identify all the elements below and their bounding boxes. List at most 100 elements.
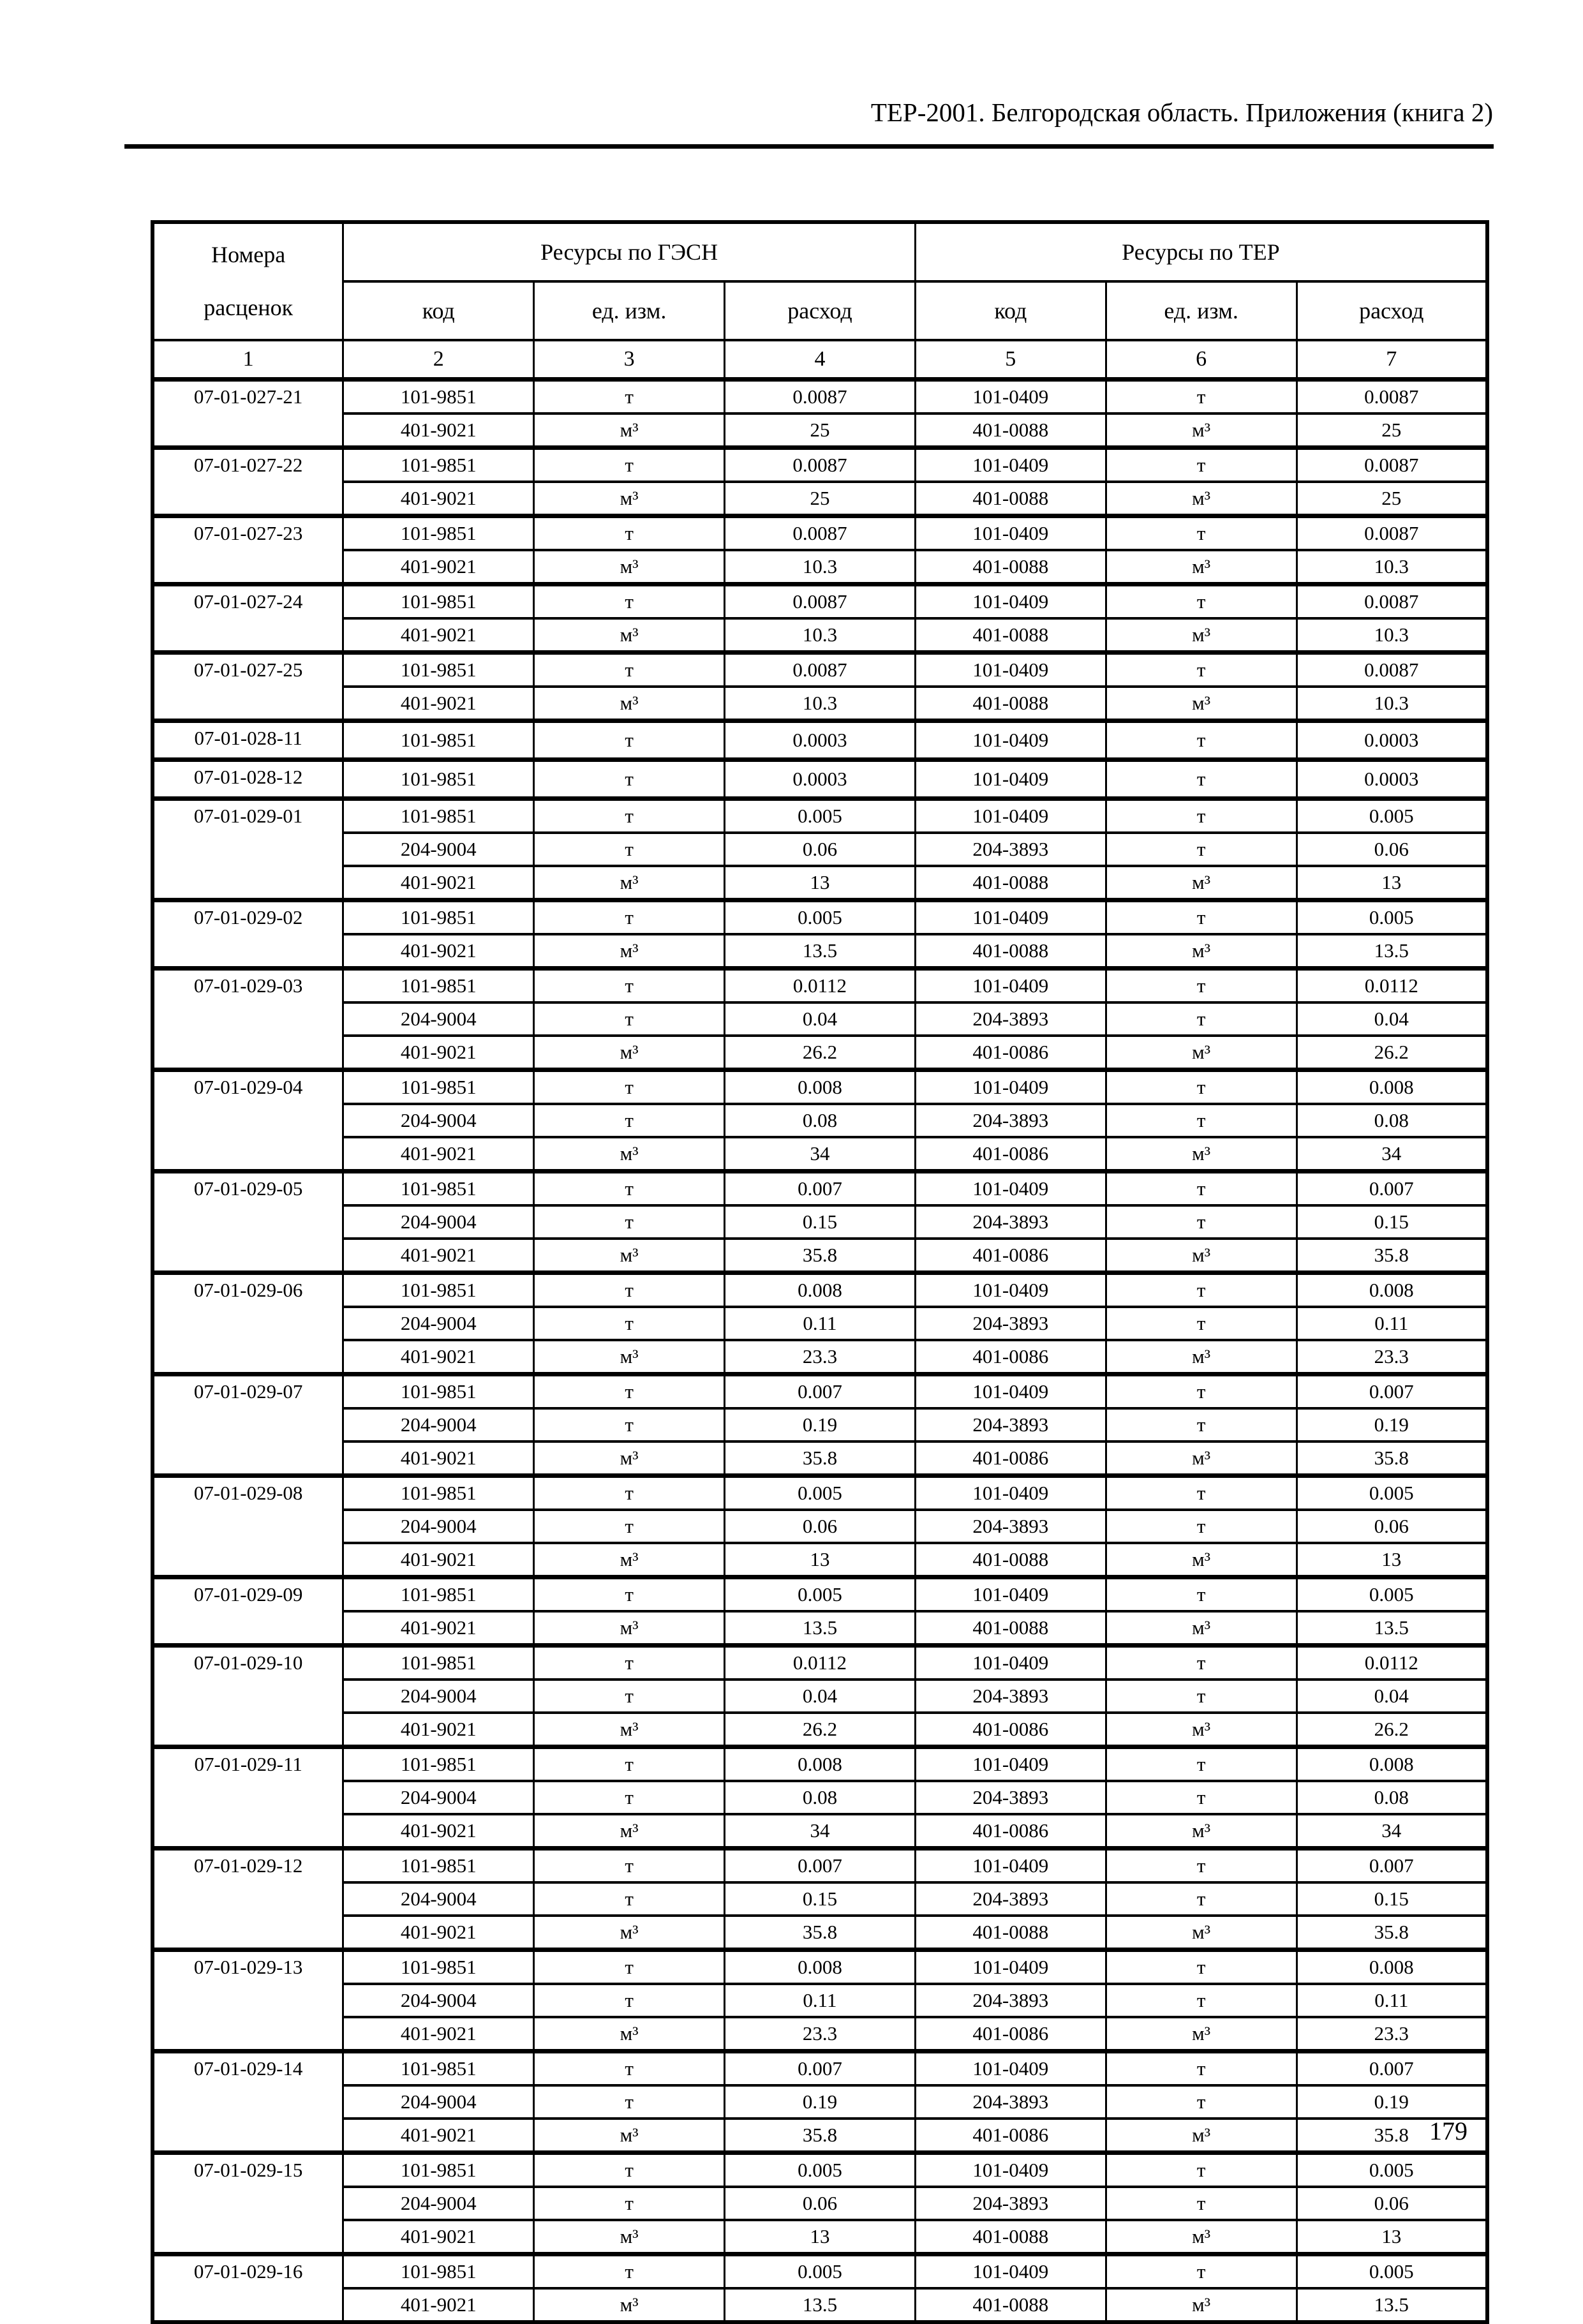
gesn-qty-cell: 35.8 bbox=[724, 1914, 916, 1950]
gesn-qty-cell: 0.005 bbox=[724, 798, 916, 833]
ter-code-cell: 401-0086 bbox=[914, 2016, 1107, 2052]
ter-code-cell: 101-0409 bbox=[914, 516, 1107, 550]
ter-qty-cell: 0.19 bbox=[1295, 1407, 1489, 1441]
resource-row: 07-01-027-22 101-9851 т 0.0087 101-0409 т 0.00… bbox=[151, 447, 1489, 516]
rate-number: 07-01-027-21 bbox=[151, 379, 345, 448]
header-ter-qty: расход bbox=[1295, 280, 1489, 340]
rate-number: 07-01-027-25 bbox=[151, 652, 345, 721]
ter-unit-cell: м³ bbox=[1104, 1813, 1298, 1849]
ter-unit-cell: т bbox=[1104, 968, 1298, 1002]
rate-number: 07-01-029-10 bbox=[151, 1645, 345, 1747]
ter-code-cell: 401-0086 bbox=[914, 1136, 1107, 1172]
rate-group: 07-01-027-23 101-9851 т 0.0087 101-0409 т 0.00… bbox=[151, 516, 1489, 585]
ter-code-cell: 101-0409 bbox=[914, 1848, 1107, 1882]
gesn-unit-cell: т bbox=[533, 1171, 726, 1205]
ter-qty-cell: 13 bbox=[1295, 2219, 1489, 2254]
ter-qty-cell: 0.005 bbox=[1295, 2254, 1489, 2288]
ter-code-cell: 204-3893 bbox=[914, 1407, 1107, 1441]
ter-qty-cell: 0.04 bbox=[1295, 1678, 1489, 1713]
col-number-4: 4 bbox=[724, 339, 916, 382]
ter-unit-cell: м³ bbox=[1104, 1440, 1298, 1476]
ter-unit-cell: м³ bbox=[1104, 1034, 1298, 1070]
table-header-col-row: код ед. изм. расход код ед. изм. расход bbox=[152, 280, 1489, 340]
ter-qty-cell: 0.005 bbox=[1295, 1577, 1489, 1611]
gesn-qty-cell: 0.0003 bbox=[724, 759, 916, 799]
ter-unit-cell: т bbox=[1104, 1645, 1298, 1680]
ter-unit-cell: т bbox=[1104, 1848, 1298, 1882]
gesn-unit-cell: т bbox=[533, 1508, 726, 1543]
resource-row: 07-01-029-04 101-9851 т 0.008 101-0409 т 0.008 bbox=[151, 1069, 1489, 1172]
ter-code-cell: 401-0088 bbox=[914, 1914, 1107, 1950]
ter-qty-cell: 26.2 bbox=[1295, 1711, 1489, 1747]
ter-code-cell: 101-0409 bbox=[914, 2254, 1107, 2288]
ter-qty-cell: 0.0087 bbox=[1295, 652, 1489, 687]
gesn-code-cell: 204-9004 bbox=[342, 831, 535, 866]
gesn-unit-cell: т bbox=[533, 447, 726, 482]
ter-unit-cell: т bbox=[1104, 1069, 1298, 1104]
gesn-unit-cell: м³ bbox=[533, 1914, 726, 1950]
rate-group: 07-01-029-02 101-9851 т 0.005 101-0409 т 0.005… bbox=[151, 900, 1489, 969]
gesn-qty-cell: 10.3 bbox=[724, 549, 916, 585]
ter-unit-cell: т bbox=[1104, 1475, 1298, 1510]
ter-unit-cell: т bbox=[1104, 2051, 1298, 2085]
gesn-unit-cell: т bbox=[533, 1881, 726, 1916]
rate-group: 07-01-029-04 101-9851 т 0.008 101-0409 т 0.008… bbox=[151, 1069, 1489, 1172]
rate-group: 07-01-029-07 101-9851 т 0.007 101-0409 т 0.007… bbox=[151, 1374, 1489, 1476]
gesn-code-cell: 101-9851 bbox=[342, 759, 535, 799]
gesn-unit-cell: м³ bbox=[533, 2219, 726, 2254]
gesn-qty-cell: 13 bbox=[724, 2219, 916, 2254]
gesn-code-cell: 401-9021 bbox=[342, 1440, 535, 1476]
gesn-qty-cell: 0.06 bbox=[724, 1508, 916, 1543]
gesn-qty-cell: 0.008 bbox=[724, 1272, 916, 1307]
ter-code-cell: 101-0409 bbox=[914, 968, 1107, 1002]
ter-qty-cell: 0.0112 bbox=[1295, 968, 1489, 1002]
ter-code-cell: 101-0409 bbox=[914, 1171, 1107, 1205]
ter-unit-cell: м³ bbox=[1104, 1610, 1298, 1646]
ter-qty-cell: 25 bbox=[1295, 480, 1489, 516]
rate-group: 07-01-029-08 101-9851 т 0.005 101-0409 т 0.005… bbox=[151, 1475, 1489, 1577]
rate-group: 07-01-029-01 101-9851 т 0.005 101-0409 т 0.005… bbox=[151, 798, 1489, 900]
ter-unit-cell: т bbox=[1104, 900, 1298, 934]
gesn-code-cell: 101-9851 bbox=[342, 1272, 535, 1307]
ter-code-cell: 401-0088 bbox=[914, 685, 1107, 721]
ter-unit-cell: м³ bbox=[1104, 2219, 1298, 2254]
gesn-qty-cell: 0.005 bbox=[724, 2152, 916, 2187]
ter-qty-cell: 0.005 bbox=[1295, 798, 1489, 833]
gesn-qty-cell: 0.0112 bbox=[724, 1645, 916, 1680]
resource-row: 401-9021 м³ 13.5 401-0088 м³ 13.5 bbox=[152, 933, 1489, 969]
rates-table: Номера расценок Ресурсы по ГЭСН Ресурсы … bbox=[151, 220, 1489, 2324]
gesn-unit-cell: м³ bbox=[533, 2016, 726, 2052]
col-number-7: 7 bbox=[1295, 339, 1489, 382]
gesn-qty-cell: 23.3 bbox=[724, 2016, 916, 2052]
rate-group: 07-01-029-12 101-9851 т 0.007 101-0409 т 0.007… bbox=[151, 1848, 1489, 1950]
rate-number: 07-01-029-07 bbox=[151, 1374, 345, 1476]
ter-code-cell: 101-0409 bbox=[914, 1645, 1107, 1680]
rate-group: 07-01-029-10 101-9851 т 0.0112 101-0409 т 0.01… bbox=[151, 1645, 1489, 1747]
ter-code-cell: 401-0088 bbox=[914, 2287, 1107, 2322]
gesn-code-cell: 101-9851 bbox=[342, 1747, 535, 1781]
ter-unit-cell: м³ bbox=[1104, 480, 1298, 516]
gesn-code-cell: 101-9851 bbox=[342, 1374, 535, 1408]
resource-row: 204-9004 т 0.06 204-3893 т 0.06 bbox=[152, 1508, 1489, 1543]
ter-code-cell: 101-0409 bbox=[914, 2051, 1107, 2085]
gesn-qty-cell: 0.0112 bbox=[724, 968, 916, 1002]
resource-row: 07-01-029-03 101-9851 т 0.0112 101-0409 т 0.01… bbox=[151, 968, 1489, 1070]
resource-row: 07-01-029-01 101-9851 т 0.005 101-0409 т 0.005 bbox=[151, 798, 1489, 900]
gesn-unit-cell: м³ bbox=[533, 480, 726, 516]
ter-qty-cell: 0.007 bbox=[1295, 2051, 1489, 2085]
ter-unit-cell: т bbox=[1104, 1204, 1298, 1239]
rate-group: 07-01-029-15 101-9851 т 0.005 101-0409 т 0.005… bbox=[151, 2152, 1489, 2254]
ter-code-cell: 101-0409 bbox=[914, 652, 1107, 687]
ter-unit-cell: т bbox=[1104, 584, 1298, 618]
gesn-qty-cell: 13 bbox=[724, 1542, 916, 1577]
gesn-code-cell: 101-9851 bbox=[342, 652, 535, 687]
resource-row: 07-01-027-24 101-9851 т 0.0087 101-0409 т 0.00… bbox=[151, 584, 1489, 653]
ter-qty-cell: 35.8 bbox=[1295, 1237, 1489, 1273]
gesn-unit-cell: т bbox=[533, 831, 726, 866]
gesn-qty-cell: 0.0087 bbox=[724, 584, 916, 618]
gesn-code-cell: 401-9021 bbox=[342, 2117, 535, 2153]
resource-row: 401-9021 м³ 34 401-0086 м³ 34 bbox=[152, 1136, 1489, 1172]
gesn-qty-cell: 0.0087 bbox=[724, 516, 916, 550]
ter-code-cell: 101-0409 bbox=[914, 1577, 1107, 1611]
resource-row: 204-9004 т 0.08 204-3893 т 0.08 bbox=[152, 1780, 1489, 1814]
